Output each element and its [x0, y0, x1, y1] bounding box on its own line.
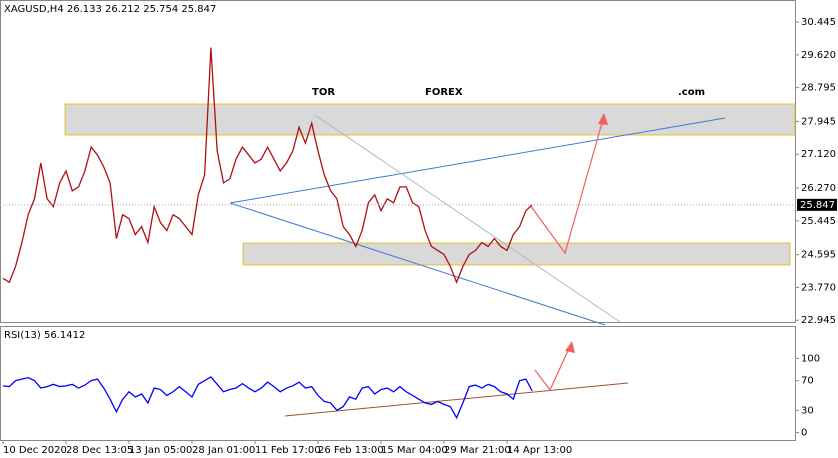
y-tick-label: 23.770: [801, 282, 836, 293]
y-tick-label: 25.445: [801, 216, 836, 227]
y-tick-label: 30: [801, 405, 814, 416]
x-tick-label: 28 Jan 01:00: [192, 445, 255, 456]
y-tick-label: 70: [801, 376, 814, 387]
last-price-label: 25.847: [800, 200, 835, 211]
y-tick-label: 28.795: [801, 83, 836, 94]
x-tick-label: 29 Mar 21:00: [444, 445, 511, 456]
arrow-head: [565, 341, 575, 353]
y-tick-label: 26.270: [801, 183, 836, 194]
rsi-title: RSI(13) 56.1412: [4, 330, 85, 341]
forecast-arrow: [534, 343, 572, 392]
chart-title: XAGUSD,H4 26.133 26.212 25.754 25.847: [4, 4, 216, 15]
x-tick-label: 26 Feb 13:00: [318, 445, 384, 456]
y-tick-label: 24.595: [801, 250, 836, 261]
logo-text: TOR: [312, 87, 335, 98]
arrow-head: [598, 113, 608, 125]
data-line: [2, 376, 533, 420]
logo-text: .com: [678, 87, 705, 98]
y-tick-label: 30.445: [801, 17, 836, 28]
x-tick-label: 10 Dec 2020: [3, 445, 67, 456]
last-price-box: [797, 198, 837, 211]
y-tick-label: 27.120: [801, 149, 836, 160]
x-tick-label: 28 Dec 13:05: [66, 445, 133, 456]
logo-text: FOREX: [425, 87, 463, 98]
trend-line: [314, 114, 621, 323]
x-tick-label: 14 Apr 13:00: [507, 445, 572, 456]
data-line: [2, 47, 533, 285]
x-tick-label: 11 Feb 17:00: [255, 445, 321, 456]
y-tick-label: 0: [801, 428, 807, 439]
y-tick-label: 22.945: [801, 315, 836, 326]
x-tick-label: 15 Mar 04:00: [381, 445, 448, 456]
y-tick-label: 27.945: [801, 116, 836, 127]
support-zone: [242, 242, 791, 266]
price-panel: [0, 0, 796, 323]
rsi-panel: [0, 326, 796, 441]
y-tick-label: 29.620: [801, 50, 836, 61]
y-tick-label: 100: [801, 353, 820, 364]
resistance-zone: [64, 103, 796, 136]
trend-line: [229, 117, 726, 204]
x-tick-label: 13 Jan 05:00: [129, 445, 192, 456]
trend-line: [229, 202, 606, 326]
forecast-arrow: [529, 115, 605, 255]
rsi-trend-line: [284, 382, 629, 417]
